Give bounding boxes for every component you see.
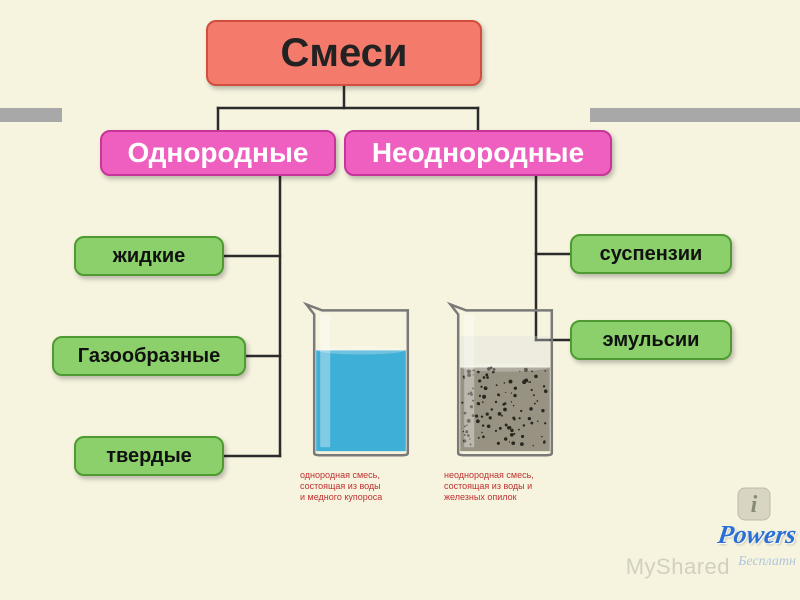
node-homogeneous: Однородные	[100, 130, 336, 176]
node-heterogeneous: Неоднородные	[344, 130, 612, 176]
beaker-homogeneous	[296, 290, 426, 460]
node-emulsion: эмульсии	[570, 320, 732, 360]
node-heterogeneous-label: Неоднородные	[372, 137, 584, 169]
node-homogeneous-label: Однородные	[128, 137, 309, 169]
slide-canvas: Смеси Однородные Неоднородные жидкие Газ…	[0, 0, 800, 600]
decor-stripe-left	[0, 108, 62, 122]
node-suspension: суспензии	[570, 234, 732, 274]
watermark: MyShared	[626, 554, 730, 580]
brand-logo-sub: Бесплатн	[738, 554, 796, 570]
beaker-heterogeneous	[440, 290, 570, 460]
node-liquid-label: жидкие	[113, 245, 186, 268]
info-icon[interactable]: i	[736, 486, 772, 522]
node-root-label: Смеси	[280, 31, 407, 76]
caption-heterogeneous: неоднородная смесь,состоящая из воды иже…	[444, 470, 584, 502]
node-liquid: жидкие	[74, 236, 224, 276]
node-gaseous: Газообразные	[52, 336, 246, 376]
brand-logo-sub-text: Бесплатн	[738, 554, 796, 569]
decor-stripe-right	[590, 108, 800, 122]
caption-homogeneous: однородная смесь,состоящая из водыи медн…	[300, 470, 440, 502]
node-gaseous-label: Газообразные	[78, 345, 220, 368]
watermark-text: MyShared	[626, 554, 730, 579]
node-root: Смеси	[206, 20, 482, 86]
node-solid: твердые	[74, 436, 224, 476]
brand-logo: Powers	[716, 520, 798, 550]
brand-logo-text: Powers	[716, 520, 798, 549]
node-solid-label: твердые	[106, 445, 192, 468]
node-suspension-label: суспензии	[600, 243, 703, 266]
svg-text:i: i	[751, 492, 758, 518]
node-emulsion-label: эмульсии	[603, 329, 700, 352]
